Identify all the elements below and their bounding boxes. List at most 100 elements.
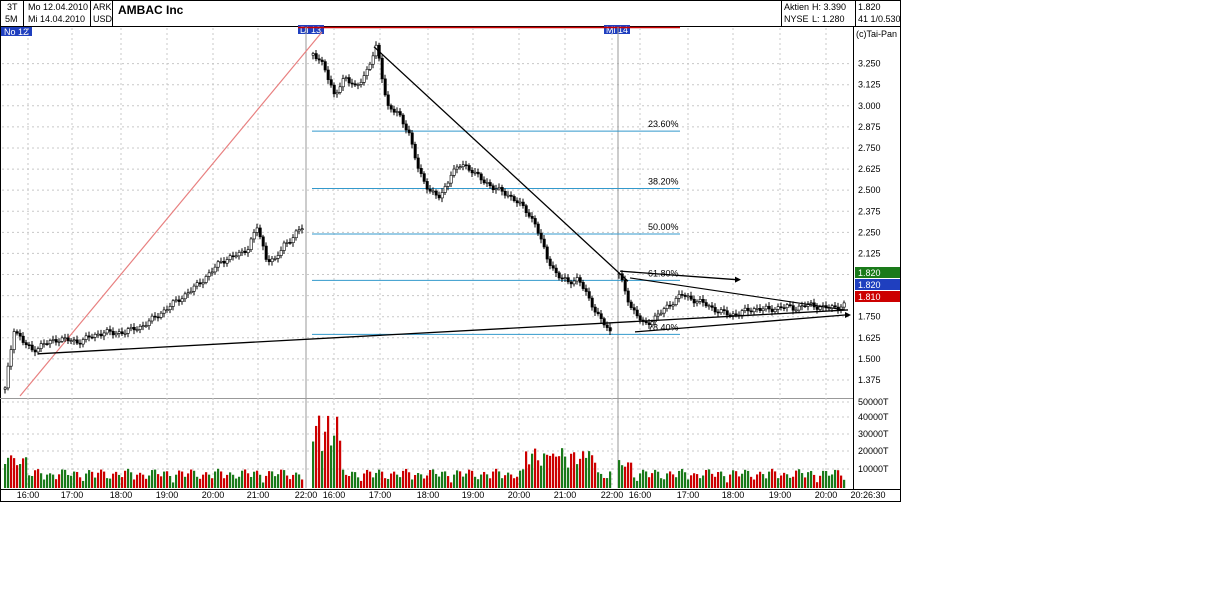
candle-body <box>240 250 244 253</box>
volume-bar <box>121 477 124 488</box>
candle-body <box>335 92 339 95</box>
candle-body <box>398 111 402 116</box>
candle-body <box>186 292 190 295</box>
volume-bar <box>214 471 217 488</box>
volume-bar <box>768 471 771 488</box>
candle-body <box>135 329 139 331</box>
volume-bar <box>345 474 348 488</box>
volume-bar <box>711 473 714 488</box>
candle-body <box>270 258 274 263</box>
fan-label: (c)Tai-Pan <box>856 29 897 39</box>
volume-bar <box>561 448 564 488</box>
volume-bar <box>810 470 813 488</box>
volume-bar <box>351 471 354 488</box>
mid-marker-tag[interactable] <box>604 25 630 34</box>
candle-body <box>608 327 612 332</box>
candle-body <box>192 285 196 292</box>
candle-body <box>650 321 654 326</box>
volume-bar <box>396 474 399 488</box>
chart-frame <box>0 0 901 502</box>
price-tick-label: 2.875 <box>858 122 881 132</box>
timeframe-top[interactable]: 3T <box>7 2 18 12</box>
volume-bar <box>585 457 588 488</box>
candle-body <box>48 340 52 345</box>
candle-body <box>105 329 109 334</box>
volume-bar <box>762 474 765 488</box>
candle-body <box>746 307 750 312</box>
candle-body <box>183 293 187 300</box>
volume-bar <box>13 458 16 488</box>
volume-bar <box>312 441 315 488</box>
candle-body <box>815 306 819 310</box>
volume-bar <box>333 435 336 488</box>
candle-body <box>294 230 298 239</box>
volume-bar <box>813 474 816 488</box>
volume-bar <box>43 479 46 488</box>
candle-body <box>716 311 720 314</box>
volume-bar <box>843 479 846 488</box>
volume-bar <box>324 431 327 488</box>
volume-bar <box>199 478 202 488</box>
volume-bar <box>238 476 241 488</box>
candle-body <box>231 255 235 258</box>
candle-body <box>383 78 387 96</box>
grid-layer <box>2 27 852 488</box>
candle-body <box>129 327 133 330</box>
candle-body <box>338 86 342 93</box>
candle-body <box>216 261 220 268</box>
volume-bar <box>232 474 235 488</box>
volume-bar <box>411 479 414 488</box>
volume-bar <box>151 470 154 488</box>
volume-bar <box>208 474 211 488</box>
candle-body <box>677 294 681 299</box>
candle-body <box>629 301 633 308</box>
candle-body <box>500 187 504 192</box>
volume-bar <box>34 470 37 488</box>
timeframe-bottom[interactable]: 5M <box>5 14 18 24</box>
volume-bar <box>831 474 834 488</box>
fib-label: 23.60% <box>648 119 679 129</box>
candle-body <box>776 306 780 310</box>
volume-bar <box>109 478 112 488</box>
spike-marker-tag[interactable] <box>298 25 324 34</box>
volume-bar <box>507 472 510 488</box>
price-tick-label: 1.500 <box>858 354 881 364</box>
volume-bar <box>220 471 223 488</box>
candle-body <box>144 325 148 327</box>
candle-body <box>584 288 588 292</box>
left-marker-tag[interactable] <box>1 27 32 36</box>
candle-body <box>159 312 163 318</box>
candle-body <box>788 304 792 307</box>
time-tick-label: 16:00 <box>17 490 40 500</box>
volume-bar <box>732 470 735 488</box>
volume-bar <box>684 472 687 488</box>
instrument-title: AMBAC Inc <box>118 3 184 17</box>
volume-bar <box>103 471 106 488</box>
candle-body <box>767 305 771 310</box>
volume-bar <box>564 456 567 488</box>
time-tick-label: 21:00 <box>247 490 270 500</box>
axis-layer: 3.250 3.125 3.000 2.875 2.750 2.625 2.500 2.375… <box>17 59 900 500</box>
volume-bar <box>795 470 798 488</box>
candle-body <box>362 75 366 83</box>
candle-body <box>833 305 837 308</box>
candle-body <box>416 157 420 169</box>
candle-body <box>189 290 193 293</box>
volume-bar <box>441 471 444 488</box>
candle-body <box>698 299 702 302</box>
volume-bar <box>217 468 220 488</box>
candle-body <box>722 309 726 312</box>
candle-body <box>66 337 70 342</box>
candle-body <box>407 129 411 134</box>
candle-body <box>249 238 253 250</box>
time-tick-label: 18:00 <box>417 490 440 500</box>
volume-bar <box>591 455 594 488</box>
spike-marker-label: Di 13 <box>300 25 321 35</box>
volume-bar <box>465 473 468 488</box>
volume-bar <box>301 479 304 488</box>
candle-body <box>297 229 301 232</box>
candle-body <box>252 232 256 240</box>
volume-bar <box>277 474 280 488</box>
volume-bar <box>642 469 645 488</box>
